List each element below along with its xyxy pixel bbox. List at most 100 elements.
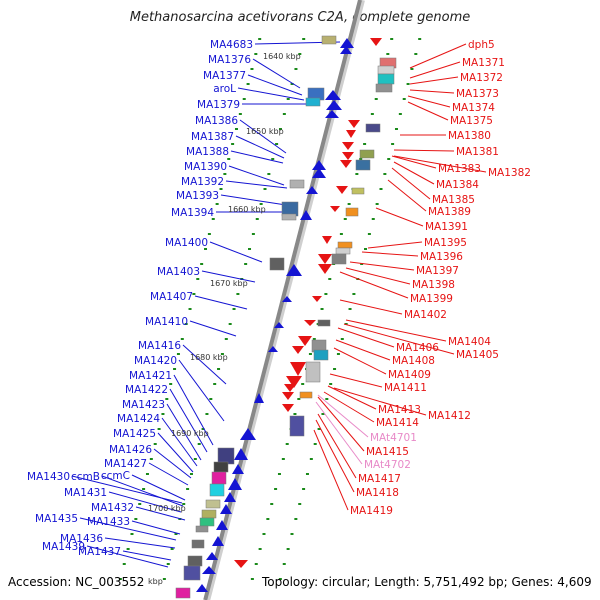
gene-label-ma4683: MA4683 xyxy=(210,39,253,51)
label-connector xyxy=(122,550,172,561)
track-dot xyxy=(242,98,246,100)
track-dot xyxy=(267,173,271,175)
track-dot xyxy=(336,353,340,355)
track-dot xyxy=(192,293,196,295)
label-connector xyxy=(391,155,437,169)
track-dot xyxy=(371,218,375,220)
track-dot xyxy=(370,113,374,115)
track-dot xyxy=(367,233,371,235)
label-connector xyxy=(157,432,194,473)
gene-label-ma1384: MA1384 xyxy=(436,179,479,191)
label-connector xyxy=(409,61,461,79)
gene-feature-box xyxy=(375,83,393,93)
forward-gene-arrow xyxy=(254,393,264,403)
label-connector xyxy=(317,394,369,438)
reverse-gene-arrow xyxy=(370,38,382,46)
reverse-gene-arrow xyxy=(312,296,322,302)
label-connector xyxy=(131,520,181,535)
reverse-gene-arrow xyxy=(234,560,248,568)
gene-label-ma1398: MA1398 xyxy=(412,279,455,291)
label-connector xyxy=(333,387,427,416)
gene-feature-box xyxy=(205,499,221,509)
gene-label-ma1412: MA1412 xyxy=(428,410,471,422)
gene-label-ma1387: MA1387 xyxy=(191,131,234,143)
track-dot xyxy=(169,383,173,385)
track-dot xyxy=(301,383,305,385)
gene-label-ma1374: MA1374 xyxy=(452,102,495,114)
track-dot xyxy=(182,503,186,505)
track-dot xyxy=(343,218,347,220)
track-dot xyxy=(312,338,316,340)
track-dot xyxy=(211,218,215,220)
track-dot xyxy=(209,398,213,400)
label-connector xyxy=(173,374,214,446)
label-connector xyxy=(407,101,449,121)
track-dot xyxy=(298,53,302,55)
track-dot xyxy=(248,248,252,250)
label-connector xyxy=(169,388,208,453)
reverse-gene-arrow xyxy=(342,152,354,160)
track-dot xyxy=(375,203,379,205)
track-dot xyxy=(149,458,153,460)
gene-feature-box xyxy=(377,65,395,75)
gene-label-ma1402: MA1402 xyxy=(404,309,447,321)
gene-label-ma1425: MA1425 xyxy=(113,428,156,440)
label-connector xyxy=(178,359,225,422)
gene-feature-box xyxy=(183,565,201,581)
track-dot xyxy=(170,548,174,550)
kbp-tick-label: 1700 kbp xyxy=(148,504,186,513)
kbp-tick-label: 1660 kbp xyxy=(228,205,266,214)
track-dot xyxy=(196,278,200,280)
gene-label-ma1416: MA1416 xyxy=(138,340,181,352)
track-dot xyxy=(352,293,356,295)
label-connector xyxy=(225,180,288,189)
track-dot xyxy=(360,263,364,265)
forward-gene-arrow xyxy=(326,100,342,110)
gene-label-ma1404: MA1404 xyxy=(448,336,491,348)
label-connector xyxy=(79,517,177,541)
track-dot xyxy=(254,563,258,565)
reverse-gene-arrow xyxy=(330,206,340,212)
reverse-gene-arrow xyxy=(304,320,316,326)
gene-feature-box xyxy=(345,207,359,217)
track-dot xyxy=(282,113,286,115)
gene-label-ma1410: MA1410 xyxy=(145,316,188,328)
track-dot xyxy=(234,128,238,130)
track-dot xyxy=(383,173,387,175)
gene-label-ma1397: MA1397 xyxy=(416,265,459,277)
reverse-gene-arrow xyxy=(290,362,306,376)
track-dot xyxy=(126,548,130,550)
track-dot xyxy=(255,218,259,220)
gene-label-ma1373: MA1373 xyxy=(456,88,499,100)
gene-feature-box xyxy=(175,587,191,599)
forward-gene-arrow xyxy=(286,264,302,276)
track-dot xyxy=(201,428,205,430)
track-dot xyxy=(219,188,223,190)
track-dot xyxy=(200,263,204,265)
track-dot xyxy=(387,158,391,160)
gene-label-ma1395: MA1395 xyxy=(424,237,467,249)
label-connector xyxy=(393,161,435,185)
gene-feature-box xyxy=(289,415,305,437)
gene-label-ma1427: MA1427 xyxy=(104,458,147,470)
label-connector xyxy=(313,429,349,511)
gene-feature-box xyxy=(281,213,297,221)
gene-label-ma1371: MA1371 xyxy=(462,57,505,69)
gene-label-ma1409: MA1409 xyxy=(388,369,431,381)
track-dot xyxy=(258,38,262,40)
reverse-gene-arrow xyxy=(342,142,354,150)
reverse-gene-arrow xyxy=(348,120,360,128)
gene-label-ma1417: MA1417 xyxy=(358,473,401,485)
left-tick-track-outer xyxy=(118,38,262,580)
track-dot xyxy=(197,443,201,445)
forward-gene-arrow xyxy=(224,492,236,502)
label-connector xyxy=(317,413,357,479)
track-dot xyxy=(251,233,255,235)
label-connector xyxy=(339,271,409,299)
track-dot xyxy=(363,143,367,145)
gene-feature-box xyxy=(213,461,229,473)
track-dot xyxy=(305,473,309,475)
track-dot xyxy=(355,173,359,175)
forward-gene-arrow xyxy=(206,552,218,560)
label-connector xyxy=(337,327,395,348)
